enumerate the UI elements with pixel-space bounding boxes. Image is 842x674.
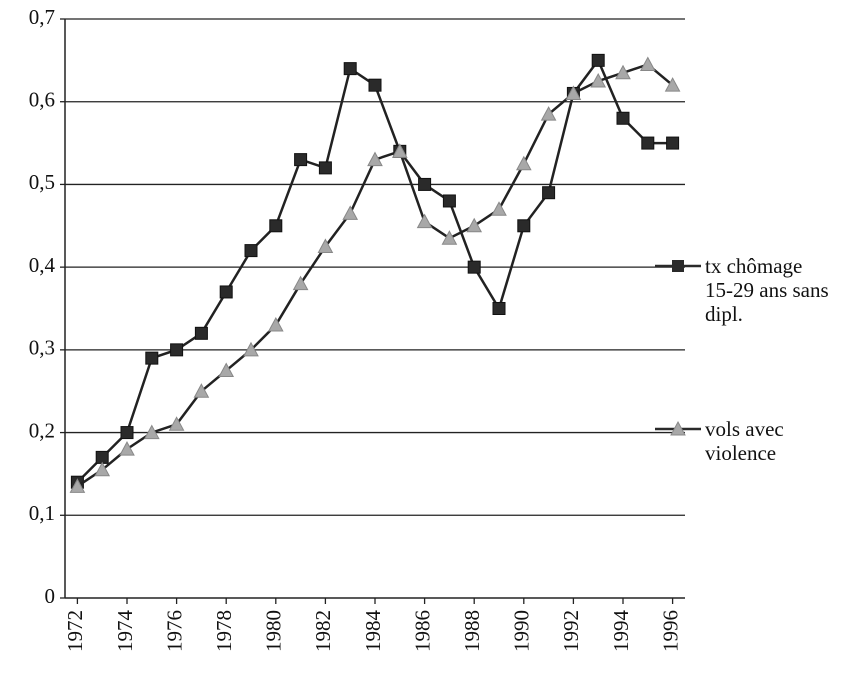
marker <box>615 64 631 80</box>
x-tick-label: 1994 <box>609 610 633 653</box>
marker <box>317 238 334 253</box>
marker <box>590 72 607 88</box>
marker <box>292 275 309 291</box>
marker <box>418 177 432 191</box>
x-tick-label: 1992 <box>559 610 583 652</box>
x-tick-label: 1996 <box>658 610 682 652</box>
marker <box>218 362 235 378</box>
marker <box>143 424 160 440</box>
marker <box>542 186 556 200</box>
legend-label: tx chômage 15-29 ans sans dipl. <box>705 254 829 326</box>
x-tick-label: 1986 <box>410 610 434 652</box>
marker <box>243 341 259 357</box>
marker <box>343 62 357 76</box>
marker <box>194 326 208 340</box>
marker <box>467 260 481 274</box>
marker <box>318 161 332 175</box>
marker <box>269 219 283 233</box>
marker <box>119 441 135 456</box>
marker <box>515 155 532 171</box>
x-tick-label: 1976 <box>162 610 186 652</box>
y-tick-label: 0,1 <box>29 501 55 525</box>
marker <box>391 143 408 158</box>
marker <box>442 194 456 208</box>
x-tick-label: 1974 <box>113 610 137 653</box>
y-tick-label: 0,7 <box>29 5 55 29</box>
legend-label: vols avec violence <box>705 417 784 465</box>
marker <box>94 461 111 477</box>
marker <box>368 78 382 92</box>
marker <box>664 77 681 92</box>
y-tick-label: 0,2 <box>29 418 55 442</box>
marker <box>641 136 655 150</box>
marker <box>219 285 233 299</box>
marker <box>491 201 507 216</box>
marker <box>666 136 680 150</box>
marker <box>466 217 483 233</box>
x-tick-label: 1988 <box>460 610 484 652</box>
x-tick-label: 1982 <box>311 610 335 652</box>
marker <box>95 450 109 464</box>
series-line <box>76 57 673 484</box>
y-tick-label: 0,5 <box>29 170 55 194</box>
marker <box>267 316 284 332</box>
marker <box>170 343 184 357</box>
x-tick-label: 1990 <box>510 610 534 652</box>
marker <box>616 111 630 125</box>
marker <box>517 219 531 233</box>
marker <box>441 230 458 245</box>
marker <box>193 383 210 398</box>
legend-item: tx chômage 15-29 ans sans dipl. <box>655 254 835 326</box>
marker <box>416 213 433 229</box>
marker <box>145 351 159 365</box>
legend-swatch <box>655 260 701 272</box>
y-tick-label: 0,4 <box>29 253 56 277</box>
marker <box>492 302 506 315</box>
marker <box>244 244 258 258</box>
marker <box>342 205 359 220</box>
y-tick-label: 0 <box>45 584 56 608</box>
marker <box>540 106 557 121</box>
x-tick-label: 1980 <box>262 610 286 652</box>
marker <box>120 426 134 440</box>
y-tick-label: 0,6 <box>29 88 55 112</box>
x-tick-label: 1972 <box>63 610 87 652</box>
marker <box>591 53 605 67</box>
marker <box>367 151 383 167</box>
x-tick-label: 1978 <box>212 610 236 652</box>
marker <box>565 85 582 100</box>
marker <box>69 478 86 493</box>
x-tick-label: 1984 <box>361 610 385 653</box>
legend-swatch <box>655 420 701 436</box>
series-line <box>76 63 674 488</box>
y-tick-label: 0,3 <box>29 336 55 360</box>
marker <box>168 416 185 431</box>
marker <box>639 56 656 71</box>
marker <box>294 153 308 167</box>
legend-item: vols avec violence <box>655 417 835 465</box>
